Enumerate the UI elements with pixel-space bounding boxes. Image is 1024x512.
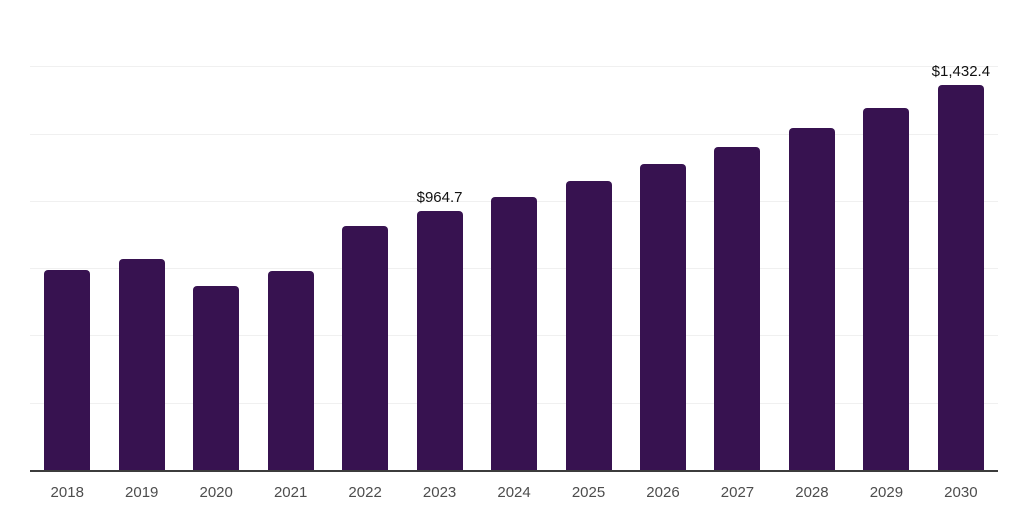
- x-axis-line: [30, 470, 998, 472]
- x-axis-label: 2021: [273, 484, 308, 501]
- bar-slot: [477, 0, 551, 471]
- bar-2018: [44, 269, 91, 471]
- bar-slot: [626, 0, 700, 471]
- x-axis-label: 2030: [944, 484, 978, 501]
- x-axis-label: 2024: [497, 484, 531, 501]
- bar-2027: [714, 146, 761, 471]
- bar-2030: [937, 85, 984, 471]
- bar-slot: [104, 0, 178, 471]
- gridline: [30, 66, 998, 68]
- bar-2020: [193, 286, 240, 471]
- bar-2025: [565, 181, 612, 471]
- bar-slot: [551, 0, 625, 471]
- x-axis-label: 2025: [571, 484, 606, 501]
- x-axis-label: 2018: [50, 484, 84, 501]
- x-axis-label: 2019: [125, 484, 159, 501]
- value-label: $1,432.4: [931, 63, 991, 81]
- bar-slot: [179, 0, 253, 471]
- bar-slot: [849, 0, 923, 471]
- bar-2023: [416, 211, 463, 471]
- bar-slot: $964.7: [402, 0, 476, 471]
- x-axis-label: 2023: [422, 484, 457, 501]
- gridline: [30, 133, 998, 135]
- bar-2024: [491, 197, 538, 471]
- bar-2029: [863, 107, 910, 471]
- bar-2026: [639, 163, 686, 471]
- x-axis-label: 2020: [199, 484, 233, 501]
- bar-2021: [267, 271, 314, 471]
- bar-slot: [253, 0, 327, 471]
- bar-slot: [775, 0, 849, 471]
- bar-slot: [700, 0, 774, 471]
- bar-2028: [788, 128, 835, 471]
- bar-2022: [342, 226, 389, 471]
- bar-slot: $1,432.4: [924, 0, 998, 471]
- x-axis-label: 2027: [720, 484, 755, 501]
- bar-slot: [30, 0, 104, 471]
- value-label: $964.7: [416, 189, 463, 207]
- plot-area: $964.7 $1,432.4: [30, 0, 998, 472]
- x-axis-labels: 2018 2019 2020 2021 2022 2023 2024 2025 2026 2027…: [30, 483, 998, 502]
- x-axis-label: 2026: [646, 484, 680, 501]
- x-axis-label: 2022: [348, 484, 382, 501]
- bars-container: $964.7 $1,432.4: [30, 0, 998, 471]
- bar-2019: [118, 258, 165, 471]
- x-axis-label: 2028: [795, 484, 829, 501]
- bar-slot: [328, 0, 402, 471]
- x-axis-label: 2029: [869, 484, 904, 501]
